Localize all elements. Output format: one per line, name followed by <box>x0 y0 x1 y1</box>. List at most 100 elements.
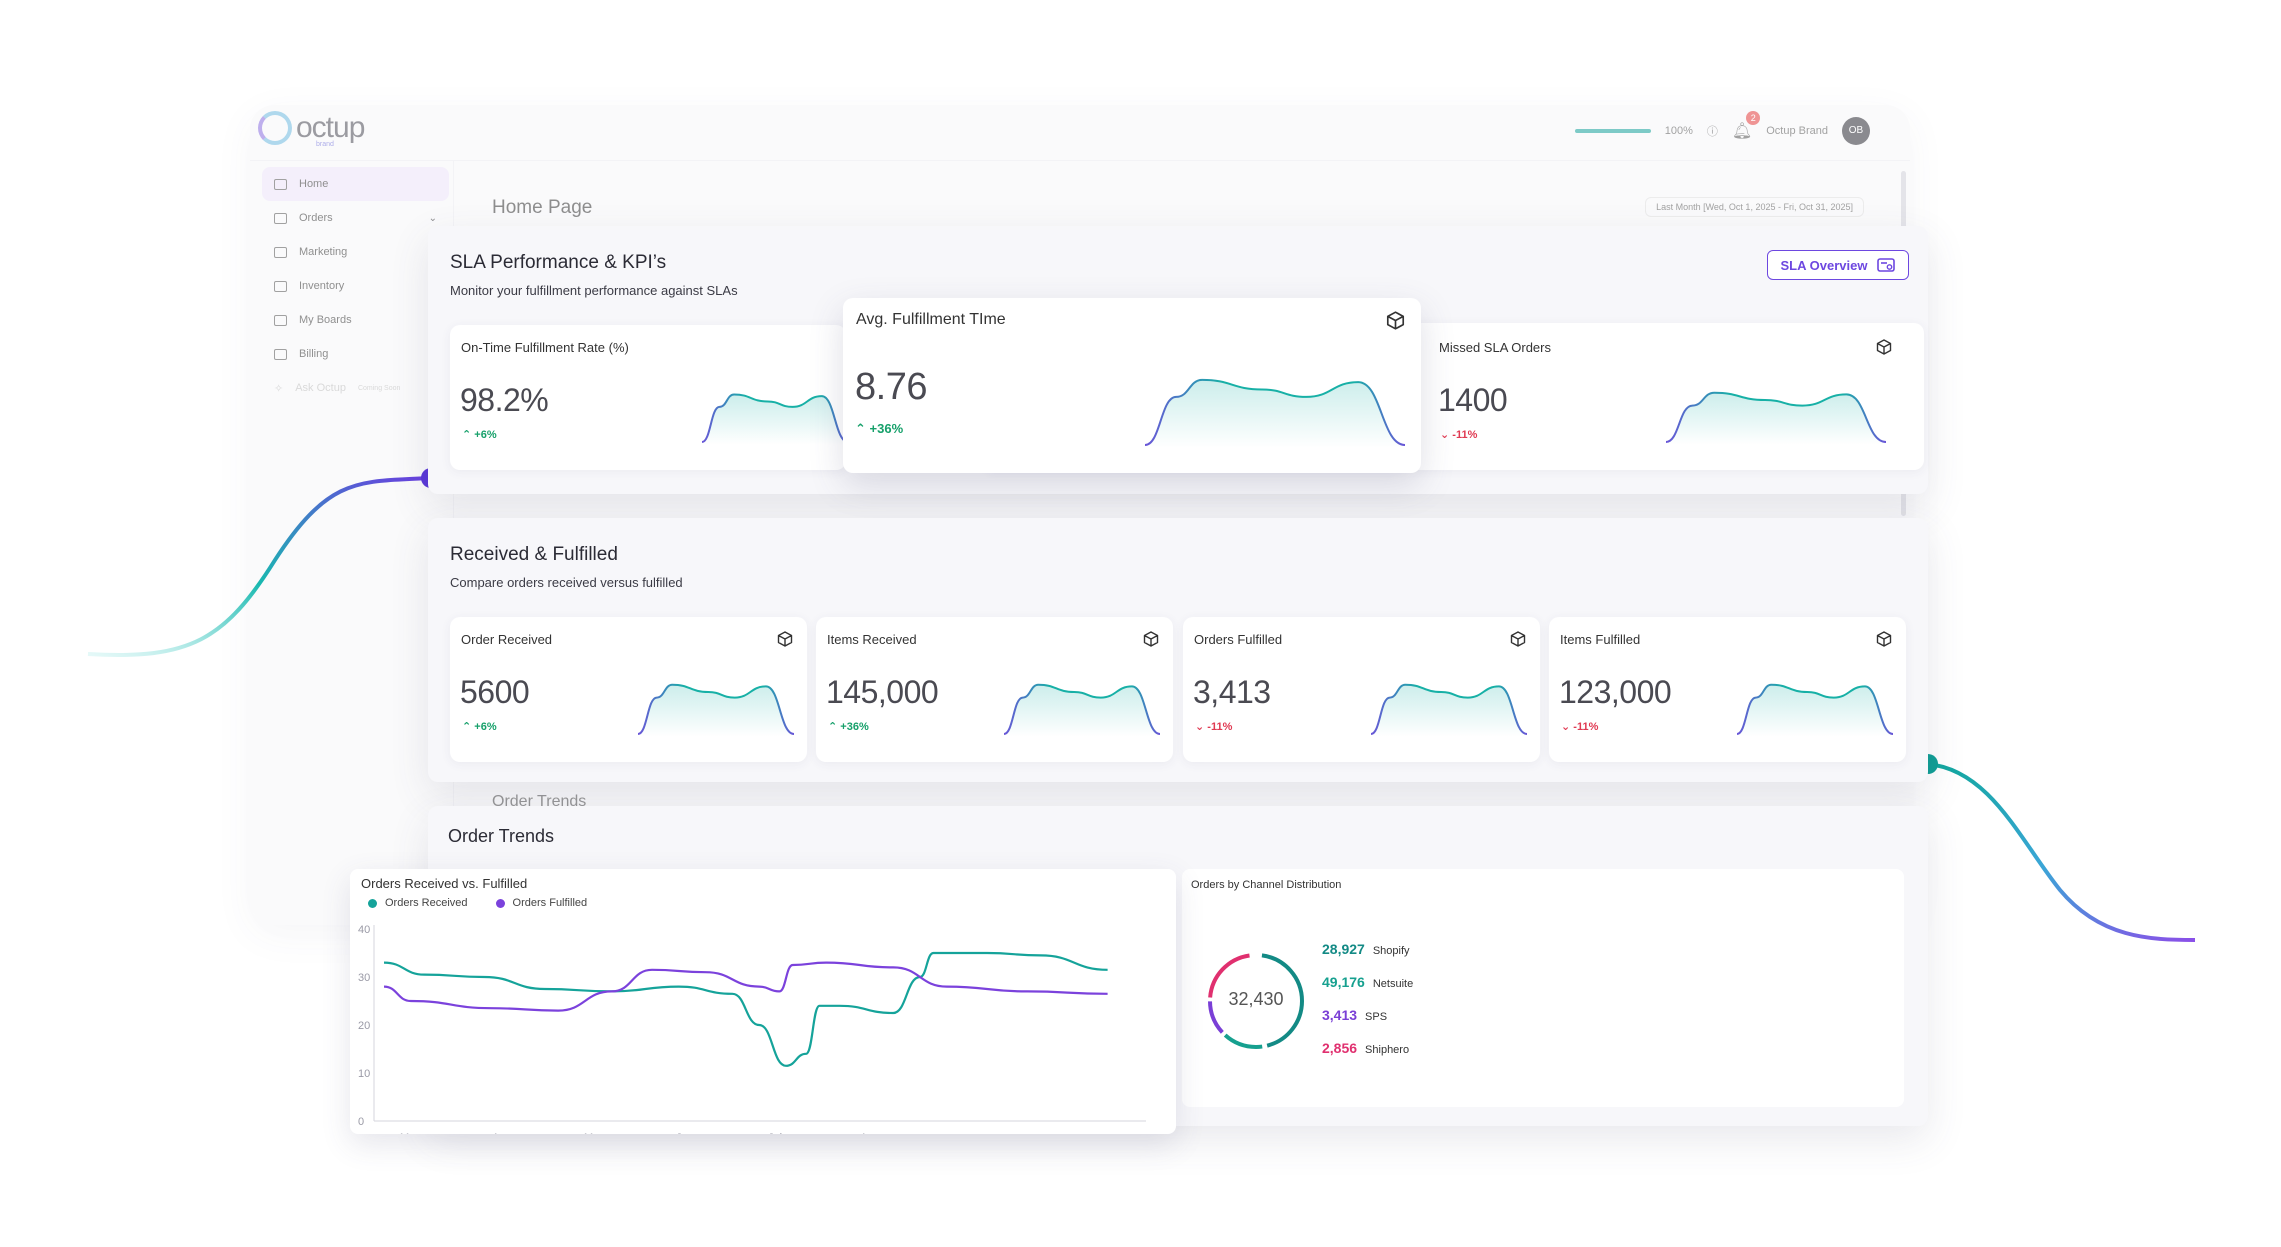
coming-soon-badge: Coming Soon <box>357 384 401 392</box>
kpi-label: Missed SLA Orders <box>1439 340 1551 355</box>
kpi-delta: ⌃ +36% <box>855 421 904 436</box>
sparkline-chart <box>637 683 795 737</box>
sidebar-item-label: Ask Octup <box>295 382 346 394</box>
logo-subtext: brand <box>316 141 334 148</box>
kpi-delta: ⌄ -11% <box>1440 429 1478 441</box>
sparkline-area <box>1371 684 1527 737</box>
boards-icon <box>274 314 287 326</box>
kpi-card-items-fulfilled[interactable]: Items Fulfilled 123,000 ⌄ -11% <box>1549 617 1906 762</box>
legend-dot <box>368 898 377 908</box>
cube-icon[interactable] <box>1143 631 1159 647</box>
donut-segment-netsuite <box>1208 953 1304 1049</box>
sparkline-area <box>1666 392 1886 445</box>
kpi-delta: ⌄ -11% <box>1195 721 1233 733</box>
kpi-label: Orders Fulfilled <box>1194 632 1283 647</box>
donut-total: 32,430 <box>1228 989 1284 1009</box>
orders-icon <box>274 212 287 224</box>
kpi-card-items-received[interactable]: Items Received 145,000 ⌃ +36% <box>816 617 1173 762</box>
cube-icon[interactable] <box>1386 311 1405 330</box>
bell-icon[interactable]: 🔔︎ 2 <box>1732 111 1761 141</box>
cube-icon[interactable] <box>1510 631 1526 647</box>
sparkline-chart <box>1003 683 1161 737</box>
donut-segment-shopify <box>1208 953 1304 1049</box>
kpi-card-order-received[interactable]: Order Received 5600 ⌃ +6% <box>450 617 807 762</box>
progress-bar <box>1574 129 1651 133</box>
channel-value: 28,927 <box>1322 941 1365 957</box>
sparkline-chart <box>701 393 849 445</box>
kpi-label: Items Received <box>827 632 917 647</box>
logo-text: octup <box>296 111 365 144</box>
inventory-icon <box>274 280 287 292</box>
sla-overview-button[interactable]: SLA Overview <box>1767 250 1909 280</box>
legend-item-fulfilled[interactable]: Orders Fulfilled <box>495 897 588 909</box>
channel-list: 28,927 Shopify 49,176 Netsuite 3,413 SPS 2,… <box>1322 941 1413 1073</box>
notification-badge: 2 <box>1746 111 1761 125</box>
series-line-received <box>383 951 1108 1067</box>
series-line-fulfilled <box>383 961 1108 1012</box>
dashboard-icon <box>1877 258 1896 272</box>
received-title: Received & Fulfilled <box>450 544 618 565</box>
channel-name: SPS <box>1365 1011 1388 1023</box>
cube-icon[interactable] <box>1876 631 1892 647</box>
channel-name: Shopify <box>1372 945 1410 957</box>
sidebar-item-label: My Boards <box>299 314 352 326</box>
legend-dot <box>495 898 505 908</box>
channel-value: 3,413 <box>1322 1007 1358 1023</box>
legend-label: Orders Received <box>385 897 468 909</box>
chart-legend: Orders Received Orders Fulfilled <box>368 897 587 909</box>
kpi-value: 3,413 <box>1193 674 1271 710</box>
channel-title: Orders by Channel Distribution <box>1191 879 1342 891</box>
sidebar-item-label: Orders <box>299 212 333 224</box>
kpi-delta: ⌃ +36% <box>828 721 869 733</box>
page-title: Home Page <box>492 197 593 218</box>
home-icon <box>274 178 287 190</box>
sidebar-item-home[interactable]: Home <box>262 167 449 201</box>
kpi-label: On-Time Fulfillment Rate (%) <box>461 340 629 355</box>
kpi-card-missed-sla[interactable]: Missed SLA Orders 1400 ⌄ -11% <box>1428 325 1906 470</box>
channel-row-shiphero: 2,856 Shiphero <box>1322 1040 1413 1073</box>
y-tick-label: 30 <box>358 972 370 984</box>
kpi-card-avg-fulfillment[interactable]: Avg. Fulfillment TIme 8.76 ⌃ +36% <box>843 298 1421 473</box>
sparkline-area <box>1004 684 1160 737</box>
sparkline-chart <box>1144 378 1406 448</box>
kpi-value: 5600 <box>460 674 530 710</box>
x-tick-label: Mar <box>400 1132 419 1134</box>
arrow-down-icon: ⌄ <box>1195 721 1208 733</box>
sparkline-line <box>1003 683 1161 735</box>
legend-label: Orders Fulfilled <box>512 897 588 909</box>
donut-chart <box>1208 953 1304 1049</box>
cube-icon[interactable] <box>1876 339 1892 355</box>
sidebar-item-ask-octup[interactable]: ✧ Ask Octup Coming Soon <box>262 371 449 405</box>
kpi-card-on-time[interactable]: On-Time Fulfillment Rate (%) 98.2% ⌃ +6% <box>450 325 849 470</box>
kpi-value: 8.76 <box>855 366 927 408</box>
line-chart: 40 30 20 10 0 Mar Apr May Jun Jul Aug <box>358 924 1146 1134</box>
top-bar: octup brand 100% ⓘ 🔔︎ 2 Octup Brand OB <box>250 105 1910 161</box>
kpi-card-orders-fulfilled[interactable]: Orders Fulfilled 3,413 ⌄ -11% <box>1183 617 1540 762</box>
x-tick-label: Apr <box>492 1132 509 1134</box>
kpi-label: Avg. Fulfillment TIme <box>856 311 1006 328</box>
kpi-value: 123,000 <box>1559 674 1672 710</box>
sidebar-item-orders[interactable]: Orders ⌄ <box>262 201 449 235</box>
channel-row-netsuite: 49,176 Netsuite <box>1322 974 1413 1007</box>
cube-icon[interactable] <box>777 631 793 647</box>
sidebar-item-inventory[interactable]: Inventory <box>262 269 449 303</box>
order-trends-title: Order Trends <box>448 826 555 846</box>
sidebar-item-marketing[interactable]: Marketing <box>262 235 449 269</box>
kpi-delta: ⌃ +6% <box>462 721 497 733</box>
sparkline-line <box>701 393 849 443</box>
channel-name: Shiphero <box>1365 1044 1410 1056</box>
sparkline-area <box>1145 379 1405 448</box>
octup-logo[interactable]: octup <box>258 111 365 145</box>
legend-item-received[interactable]: Orders Received <box>368 897 468 909</box>
sparkline-line <box>1144 378 1406 446</box>
date-range-select[interactable]: Last Month [Wed, Oct 1, 2025 - Fri, Oct … <box>1645 197 1864 217</box>
y-tick-label: 20 <box>358 1020 370 1032</box>
sparkle-icon: ✧ <box>274 382 284 395</box>
info-icon[interactable]: ⓘ <box>1706 126 1718 138</box>
sidebar-item-billing[interactable]: Billing <box>262 337 449 371</box>
x-tick-label: Jul <box>768 1132 782 1134</box>
chevron-down-icon: ⌄ <box>428 212 437 224</box>
avatar[interactable]: OB <box>1842 117 1870 145</box>
right-curve <box>1927 762 2196 942</box>
sparkline-chart <box>1736 683 1894 737</box>
